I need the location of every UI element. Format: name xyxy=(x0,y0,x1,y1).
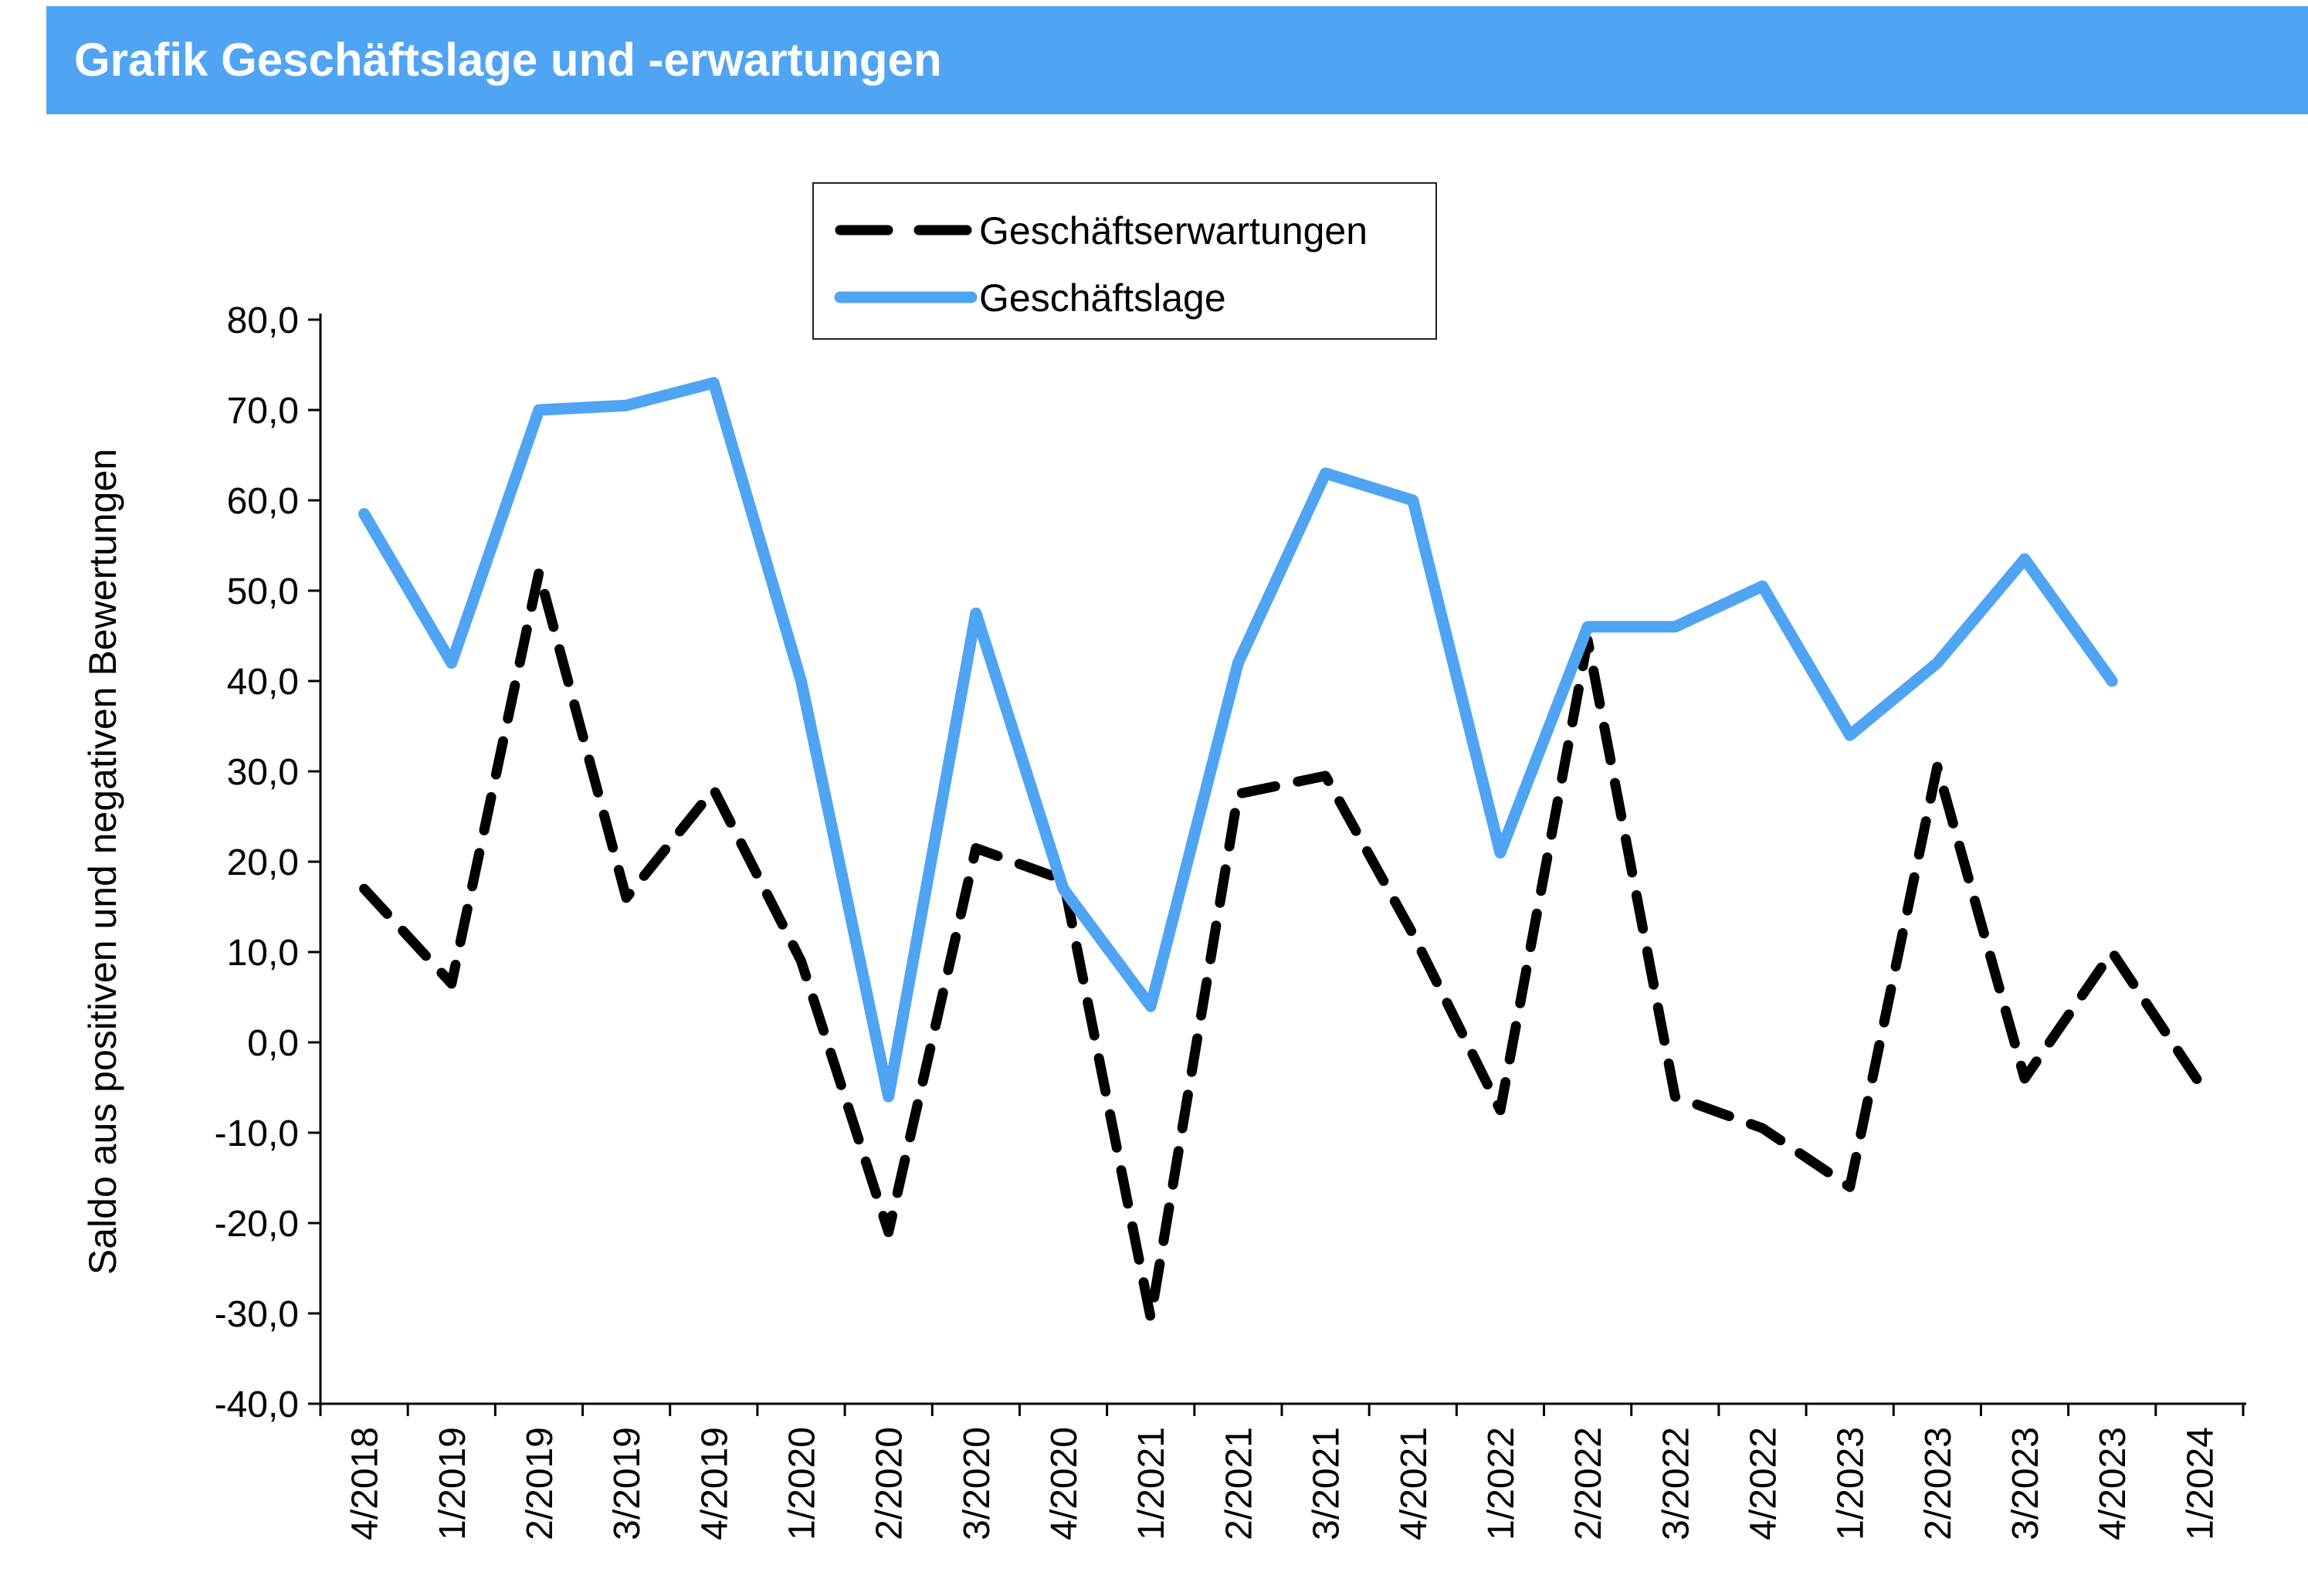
x-axis-ticks: 4/2018 1/2019 2/2019 3/2019 4/2019 1/2020 2/20… xyxy=(319,1404,2245,1540)
x-axis-tick-label: 2/2021 xyxy=(1218,1427,1259,1540)
x-axis-tick-label: 3/2020 xyxy=(957,1427,998,1540)
x-axis-tick-label: 1/2022 xyxy=(1481,1427,1522,1540)
y-axis-tick-label: -30,0 xyxy=(215,1294,299,1335)
y-axis-tick-label: 60,0 xyxy=(227,481,299,522)
y-axis-tick-label: 30,0 xyxy=(227,752,299,793)
x-axis-tick-label: 4/2021 xyxy=(1394,1427,1435,1540)
header-bar: Grafik Geschäftslage und -erwartungen xyxy=(46,6,2308,114)
legend-label-geschaeftslage: Geschäftslage xyxy=(979,276,1226,320)
x-axis-tick-label: 3/2022 xyxy=(1656,1427,1696,1540)
page-title: Grafik Geschäftslage und -erwartungen xyxy=(74,34,942,86)
x-axis-tick-label: 3/2019 xyxy=(607,1427,648,1540)
x-axis-tick-label: 2/2020 xyxy=(869,1427,910,1540)
axes xyxy=(319,313,2246,1405)
y-axis-tick-label: -20,0 xyxy=(215,1204,299,1245)
x-axis-tick-label: 4/2019 xyxy=(694,1427,735,1540)
legend-box xyxy=(812,182,1437,340)
x-axis-tick-label: 4/2018 xyxy=(345,1427,386,1540)
x-axis-tick-label: 1/2019 xyxy=(432,1427,473,1540)
geschaeftserwartungen-line xyxy=(359,568,2205,1323)
y-axis-tick-label: -40,0 xyxy=(215,1384,299,1425)
y-axis-tick-label: 80,0 xyxy=(227,300,299,341)
y-axis-tick-label: 50,0 xyxy=(227,571,299,612)
x-axis-tick-label: 2/2019 xyxy=(520,1427,561,1540)
y-axis-tick-label: 0,0 xyxy=(247,1023,299,1064)
geschaeftslage-line xyxy=(358,377,2118,1103)
y-axis-tick-label: 10,0 xyxy=(227,933,299,974)
y-axis-ticks: 80,0 70,0 60,0 50,0 40,0 30,0 20,0 10,0 0,0 -10,0… xyxy=(215,300,320,1425)
legend: Geschäftserwartungen Geschäftslage xyxy=(812,182,1437,340)
x-axis-tick-label: 3/2021 xyxy=(1307,1427,1347,1540)
x-axis-tick-label: 3/2023 xyxy=(2005,1427,2046,1540)
y-axis-title: Saldo aus positiven und negativen Bewert… xyxy=(81,449,124,1275)
y-axis-tick-label: 40,0 xyxy=(227,662,299,703)
x-axis-tick-label: 1/2024 xyxy=(2180,1427,2221,1540)
x-axis-tick-label: 2/2023 xyxy=(1918,1427,1959,1540)
series-lines xyxy=(358,377,2205,1323)
x-axis-tick-label: 4/2020 xyxy=(1044,1427,1085,1540)
legend-label-geschaeftserwartungen: Geschäftserwartungen xyxy=(979,209,1368,252)
x-axis-tick-label: 1/2021 xyxy=(1131,1427,1172,1540)
x-axis-tick-label: 4/2023 xyxy=(2093,1427,2133,1540)
x-axis-tick-label: 4/2022 xyxy=(1744,1427,1784,1540)
x-axis-tick-label: 1/2023 xyxy=(1831,1427,1872,1540)
y-axis-tick-label: 20,0 xyxy=(227,842,299,883)
x-axis-tick-label: 1/2020 xyxy=(782,1427,823,1540)
y-axis-tick-label: -10,0 xyxy=(215,1113,299,1154)
x-axis-tick-label: 2/2022 xyxy=(1568,1427,1609,1540)
y-axis-tick-label: 70,0 xyxy=(227,391,299,432)
